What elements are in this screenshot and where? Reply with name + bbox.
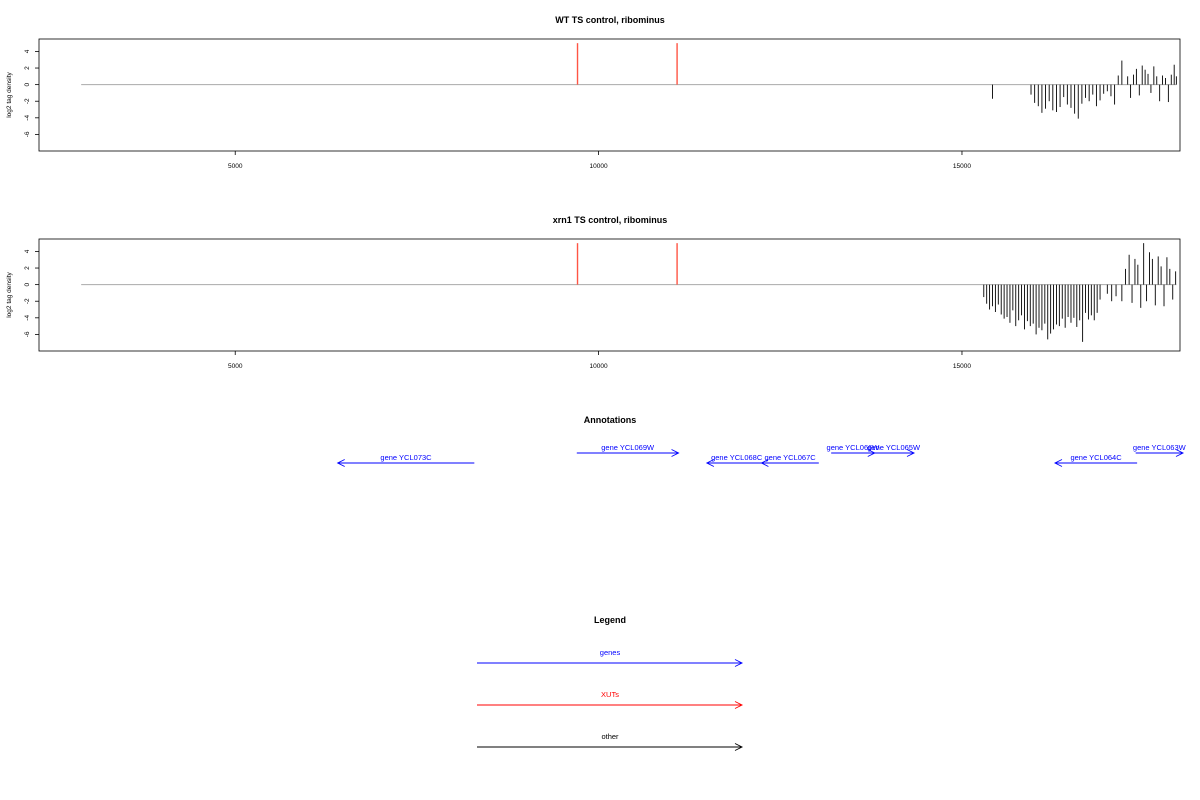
xrn1-y-tick-label: -4: [24, 315, 31, 321]
gene-label: gene YCL065W: [867, 443, 921, 452]
wt-plot-frame: [38, 38, 1181, 152]
legend-genes-arrowhead: [734, 659, 744, 667]
wt-y-tick-label: 0: [24, 82, 31, 86]
xrn1-panel-title: xrn1 TS control, ribominus: [553, 215, 668, 225]
wt-panel-title: WT TS control, ribominus: [555, 15, 665, 25]
gene-arrow-head: [760, 459, 769, 467]
wt-x-tick-label: 15000: [953, 163, 971, 170]
xrn1-density-panel: xrn1 TS control, ribominus 5000 10000 1500…: [6, 215, 1181, 370]
xrn1-axis-ticks: 5000 10000 15000 4 2 0 -2 -4 -6: [24, 249, 971, 370]
xrn1-plot-frame: [38, 238, 1181, 352]
legend-other-label: other: [601, 732, 619, 741]
legend-genes-label: genes: [600, 648, 621, 657]
gene-arrow-head: [705, 459, 715, 467]
xrn1-y-tick-label: 0: [24, 282, 31, 286]
wt-axis-ticks: 5000 10000 15000 4 2 0 -2 -4 -6: [24, 49, 971, 170]
xrn1-y-tick-label: -2: [24, 298, 31, 304]
gene-label: gene YCL068C: [711, 453, 763, 462]
wt-y-axis-label: log2 tag density: [6, 71, 13, 117]
legend-xuts-label: XUTs: [601, 690, 619, 699]
xrn1-x-tick-label: 15000: [953, 363, 971, 370]
wt-y-tick-label: -2: [24, 98, 31, 104]
xrn1-xut-markers: [576, 243, 678, 285]
wt-y-tick-label: 2: [24, 66, 31, 70]
wt-y-tick-label: -4: [24, 115, 31, 121]
legend-xuts-arrowhead: [734, 701, 744, 709]
gene-label: gene YCL073C: [380, 453, 432, 462]
gene-arrow-head: [1175, 449, 1185, 457]
wt-density-bars: [992, 60, 1177, 119]
legend: Legend genes XUTs other: [477, 615, 744, 751]
wt-x-tick-label: 10000: [590, 163, 608, 170]
wt-density-panel: WT TS control, ribominus 5000 10000 15000 4…: [6, 15, 1181, 170]
xrn1-y-axis-label: log2 tag density: [6, 271, 13, 317]
wt-y-tick-label: 4: [24, 49, 31, 53]
legend-other-arrowhead: [734, 743, 744, 751]
gene-arrow-head: [1053, 459, 1063, 467]
gene-arrow-head: [336, 459, 345, 467]
gene-label: gene YCL069W: [601, 443, 655, 452]
legend-items: genes XUTs other: [477, 648, 744, 751]
gene-arrow-head: [671, 449, 680, 457]
annotations-title: Annotations: [584, 415, 637, 425]
wt-y-tick-label: -6: [24, 131, 31, 137]
wt-x-tick-label: 5000: [228, 163, 243, 170]
xrn1-y-tick-label: -6: [24, 331, 31, 337]
gene-label: gene YCL066W: [827, 443, 881, 452]
gene-label: gene YCL063W: [1133, 443, 1187, 452]
xrn1-x-tick-label: 5000: [228, 363, 243, 370]
xrn1-y-tick-label: 4: [24, 249, 31, 253]
xrn1-x-tick-label: 10000: [590, 363, 608, 370]
gene-label: gene YCL064C: [1070, 453, 1122, 462]
wt-xut-markers: [576, 43, 678, 85]
annotations-track: Annotations gene YCL073C gene YCL069W gene…: [336, 415, 1187, 467]
gene-arrow-head: [906, 449, 916, 457]
xrn1-density-bars: [983, 243, 1177, 342]
xrn1-y-tick-label: 2: [24, 266, 31, 270]
gene-label: gene YCL067C: [765, 453, 817, 462]
legend-title: Legend: [594, 615, 626, 625]
